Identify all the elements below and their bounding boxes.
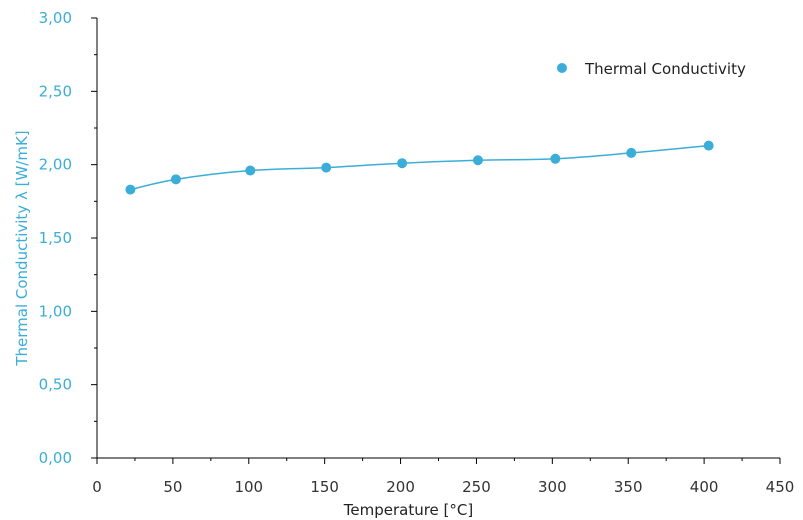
legend: Thermal Conductivity xyxy=(557,60,746,78)
y-tick-label: 0,50 xyxy=(39,376,72,394)
data-point xyxy=(550,153,561,164)
y-tick-label: 2,00 xyxy=(39,156,72,174)
data-point xyxy=(245,165,256,176)
x-tick-label: 400 xyxy=(690,478,719,496)
x-tick-label: 450 xyxy=(766,478,795,496)
data-point xyxy=(170,174,181,185)
y-tick-label: 1,00 xyxy=(39,302,72,320)
x-tick-label: 100 xyxy=(234,478,263,496)
data-point xyxy=(626,147,637,158)
y-tick-label: 1,50 xyxy=(39,229,72,247)
y-tick-label: 2,50 xyxy=(39,82,72,100)
x-tick-label: 350 xyxy=(614,478,643,496)
x-tick-label: 200 xyxy=(386,478,415,496)
x-tick-label: 300 xyxy=(538,478,567,496)
data-point xyxy=(472,155,483,166)
x-tick-label: 0 xyxy=(92,478,102,496)
y-axis-title: Thermal Conductivity λ [W/mK] xyxy=(13,130,31,366)
data-point xyxy=(321,162,332,173)
legend-label: Thermal Conductivity xyxy=(584,60,746,78)
x-tick-label: 250 xyxy=(462,478,491,496)
y-axis: 0,00 0,50 1,00 1,50 2,00 2,50 3,00 Thermal Con… xyxy=(13,9,98,467)
x-tick-label: 50 xyxy=(163,478,182,496)
legend-marker xyxy=(557,63,567,73)
series-line-thermal-conductivity xyxy=(130,144,709,191)
y-ticks: 0,00 0,50 1,00 1,50 2,00 2,50 3,00 xyxy=(39,9,97,467)
x-ticks: 0 50 100 150 200 250 300 350 400 450 xyxy=(92,458,794,496)
x-axis-title: Temperature [°C] xyxy=(343,501,473,519)
x-axis: 0 50 100 150 200 250 300 350 400 450 Temperature … xyxy=(92,457,794,519)
y-tick-label: 3,00 xyxy=(39,9,72,27)
data-point xyxy=(703,140,714,151)
plot-area xyxy=(125,140,714,195)
y-tick-label: 0,00 xyxy=(39,449,72,467)
data-point xyxy=(125,184,136,195)
series-points xyxy=(125,140,714,195)
x-tick-label: 150 xyxy=(310,478,339,496)
data-point xyxy=(397,158,408,169)
